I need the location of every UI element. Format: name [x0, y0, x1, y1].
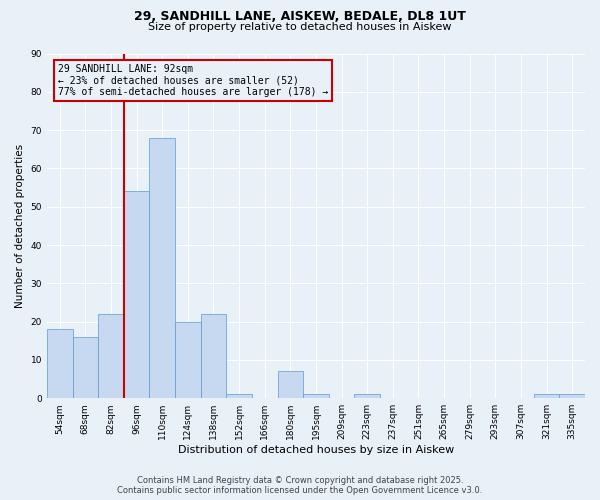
Text: Size of property relative to detached houses in Aiskew: Size of property relative to detached ho… [148, 22, 452, 32]
Text: Contains HM Land Registry data © Crown copyright and database right 2025.
Contai: Contains HM Land Registry data © Crown c… [118, 476, 482, 495]
Text: 29, SANDHILL LANE, AISKEW, BEDALE, DL8 1UT: 29, SANDHILL LANE, AISKEW, BEDALE, DL8 1… [134, 10, 466, 23]
Bar [200, 314, 226, 398]
Text: 29 SANDHILL LANE: 92sqm
← 23% of detached houses are smaller (52)
77% of semi-de: 29 SANDHILL LANE: 92sqm ← 23% of detache… [58, 64, 328, 97]
Bar [149, 138, 175, 398]
Bar [534, 394, 559, 398]
Y-axis label: Number of detached properties: Number of detached properties [15, 144, 25, 308]
Bar [355, 394, 380, 398]
Bar [175, 322, 200, 398]
Bar [559, 394, 585, 398]
Bar [73, 337, 98, 398]
Bar [278, 372, 303, 398]
Bar [47, 330, 73, 398]
Bar [303, 394, 329, 398]
Bar [226, 394, 252, 398]
Bar [124, 192, 149, 398]
Bar [98, 314, 124, 398]
X-axis label: Distribution of detached houses by size in Aiskew: Distribution of detached houses by size … [178, 445, 454, 455]
